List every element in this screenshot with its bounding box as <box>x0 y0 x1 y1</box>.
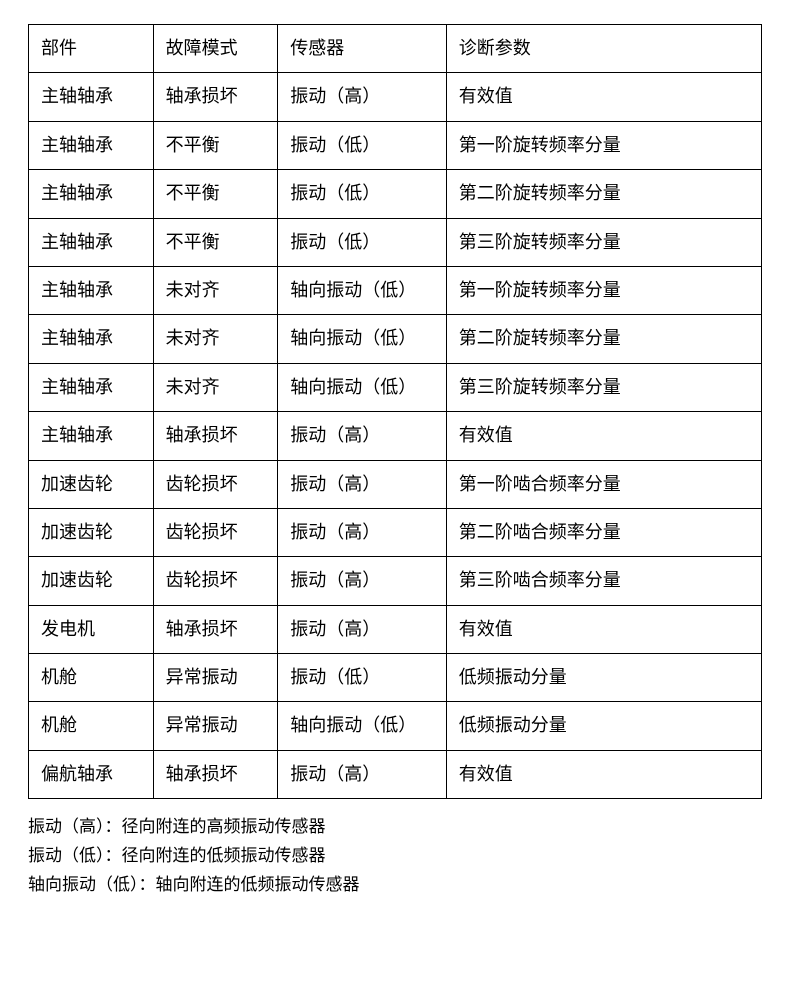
table-cell: 主轴轴承 <box>29 121 154 169</box>
table-cell: 低频振动分量 <box>446 654 761 702</box>
table-cell: 轴承损坏 <box>153 412 278 460</box>
table-cell: 有效值 <box>446 73 761 121</box>
table-cell: 轴承损坏 <box>153 605 278 653</box>
table-cell: 振动（低） <box>278 218 447 266</box>
table-row: 主轴轴承不平衡振动（低）第一阶旋转频率分量 <box>29 121 762 169</box>
table-row: 主轴轴承未对齐轴向振动（低）第二阶旋转频率分量 <box>29 315 762 363</box>
table-row: 主轴轴承轴承损坏振动（高）有效值 <box>29 73 762 121</box>
table-cell: 齿轮损坏 <box>153 508 278 556</box>
table-cell: 加速齿轮 <box>29 508 154 556</box>
table-cell: 主轴轴承 <box>29 363 154 411</box>
table-cell: 有效值 <box>446 605 761 653</box>
table-cell: 第二阶旋转频率分量 <box>446 170 761 218</box>
table-cell: 主轴轴承 <box>29 266 154 314</box>
table-cell: 振动（高） <box>278 508 447 556</box>
table-cell: 第一阶旋转频率分量 <box>446 266 761 314</box>
footnote-line: 轴向振动（低）：轴向附连的低频振动传感器 <box>28 871 762 900</box>
table-cell: 轴向振动（低） <box>278 363 447 411</box>
table-cell: 主轴轴承 <box>29 315 154 363</box>
table-row: 主轴轴承轴承损坏振动（高）有效值 <box>29 412 762 460</box>
table-cell: 齿轮损坏 <box>153 557 278 605</box>
table-cell: 主轴轴承 <box>29 218 154 266</box>
table-cell: 不平衡 <box>153 121 278 169</box>
table-cell: 加速齿轮 <box>29 557 154 605</box>
table-cell: 第二阶啮合频率分量 <box>446 508 761 556</box>
table-cell: 第一阶旋转频率分量 <box>446 121 761 169</box>
table-cell: 轴向振动（低） <box>278 315 447 363</box>
table-row: 发电机轴承损坏振动（高）有效值 <box>29 605 762 653</box>
table-row: 主轴轴承未对齐轴向振动（低）第三阶旋转频率分量 <box>29 363 762 411</box>
table-cell: 振动（高） <box>278 73 447 121</box>
table-cell: 第三阶旋转频率分量 <box>446 218 761 266</box>
col-header: 故障模式 <box>153 25 278 73</box>
table-cell: 主轴轴承 <box>29 412 154 460</box>
footnote-line: 振动（低）：径向附连的低频振动传感器 <box>28 842 762 871</box>
table-cell: 未对齐 <box>153 315 278 363</box>
table-cell: 振动（低） <box>278 170 447 218</box>
table-cell: 异常振动 <box>153 702 278 750</box>
table-cell: 轴承损坏 <box>153 750 278 798</box>
table-cell: 偏航轴承 <box>29 750 154 798</box>
table-cell: 第二阶旋转频率分量 <box>446 315 761 363</box>
footnote-line: 振动（高）：径向附连的高频振动传感器 <box>28 813 762 842</box>
table-body: 主轴轴承轴承损坏振动（高）有效值主轴轴承不平衡振动（低）第一阶旋转频率分量主轴轴… <box>29 73 762 799</box>
footnotes: 振动（高）：径向附连的高频振动传感器 振动（低）：径向附连的低频振动传感器 轴向… <box>28 813 762 900</box>
table-cell: 有效值 <box>446 750 761 798</box>
table-row: 主轴轴承不平衡振动（低）第二阶旋转频率分量 <box>29 170 762 218</box>
table-cell: 轴向振动（低） <box>278 266 447 314</box>
table-cell: 机舱 <box>29 654 154 702</box>
col-header: 部件 <box>29 25 154 73</box>
table-cell: 振动（高） <box>278 605 447 653</box>
table-cell: 发电机 <box>29 605 154 653</box>
table-row: 偏航轴承轴承损坏振动（高）有效值 <box>29 750 762 798</box>
table-cell: 主轴轴承 <box>29 73 154 121</box>
table-cell: 不平衡 <box>153 170 278 218</box>
fault-table: 部件 故障模式 传感器 诊断参数 主轴轴承轴承损坏振动（高）有效值主轴轴承不平衡… <box>28 24 762 799</box>
table-header: 部件 故障模式 传感器 诊断参数 <box>29 25 762 73</box>
table-cell: 第一阶啮合频率分量 <box>446 460 761 508</box>
table-row: 主轴轴承未对齐轴向振动（低）第一阶旋转频率分量 <box>29 266 762 314</box>
table-cell: 振动（高） <box>278 557 447 605</box>
table-cell: 第三阶旋转频率分量 <box>446 363 761 411</box>
col-header: 诊断参数 <box>446 25 761 73</box>
table-cell: 异常振动 <box>153 654 278 702</box>
table-cell: 振动（高） <box>278 460 447 508</box>
table-cell: 未对齐 <box>153 363 278 411</box>
table-row: 加速齿轮齿轮损坏振动（高）第一阶啮合频率分量 <box>29 460 762 508</box>
table-cell: 齿轮损坏 <box>153 460 278 508</box>
table-cell: 加速齿轮 <box>29 460 154 508</box>
table-cell: 轴承损坏 <box>153 73 278 121</box>
table-row: 机舱异常振动振动（低）低频振动分量 <box>29 654 762 702</box>
table-cell: 未对齐 <box>153 266 278 314</box>
table-cell: 第三阶啮合频率分量 <box>446 557 761 605</box>
table-cell: 振动（低） <box>278 121 447 169</box>
table-cell: 不平衡 <box>153 218 278 266</box>
table-row: 主轴轴承不平衡振动（低）第三阶旋转频率分量 <box>29 218 762 266</box>
table-cell: 低频振动分量 <box>446 702 761 750</box>
table-cell: 有效值 <box>446 412 761 460</box>
table-cell: 振动（高） <box>278 750 447 798</box>
table-row: 机舱异常振动轴向振动（低）低频振动分量 <box>29 702 762 750</box>
table-row: 加速齿轮齿轮损坏振动（高）第二阶啮合频率分量 <box>29 508 762 556</box>
table-cell: 振动（高） <box>278 412 447 460</box>
table-cell: 振动（低） <box>278 654 447 702</box>
table-cell: 轴向振动（低） <box>278 702 447 750</box>
table-row: 加速齿轮齿轮损坏振动（高）第三阶啮合频率分量 <box>29 557 762 605</box>
col-header: 传感器 <box>278 25 447 73</box>
table-cell: 机舱 <box>29 702 154 750</box>
table-cell: 主轴轴承 <box>29 170 154 218</box>
